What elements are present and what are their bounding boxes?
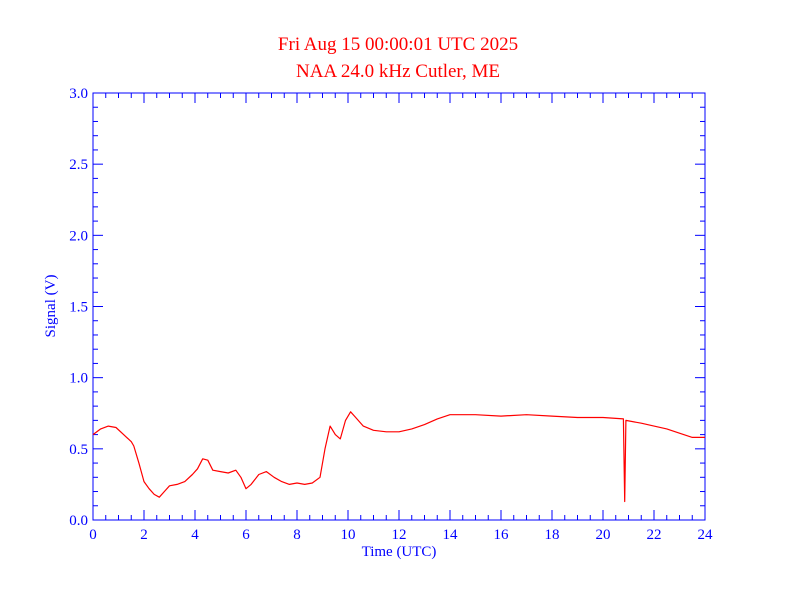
x-tick-label: 6 bbox=[242, 527, 250, 543]
x-tick-label: 24 bbox=[698, 527, 714, 543]
y-tick-label: 3.0 bbox=[69, 86, 88, 102]
x-axis-ticks bbox=[92, 93, 706, 520]
series-layer bbox=[92, 411, 705, 503]
chart-subtitle: NAA 24.0 kHz Cutler, ME bbox=[296, 61, 500, 82]
y-tick-label: 1.5 bbox=[69, 300, 88, 316]
x-axis-tick-labels: 0 2 4 6 8 10 12 14 16 18 20 22 24 bbox=[89, 527, 713, 543]
y-axis-ticks bbox=[93, 92, 705, 521]
x-tick-label: 2 bbox=[140, 527, 148, 543]
y-tick-label: 1.0 bbox=[69, 371, 88, 387]
y-tick-label: 2.0 bbox=[69, 228, 88, 244]
plot-frame bbox=[92, 92, 706, 521]
x-tick-label: 22 bbox=[647, 527, 662, 543]
chart-title: Fri Aug 15 00:00:01 UTC 2025 bbox=[278, 34, 518, 55]
x-tick-label: 10 bbox=[341, 527, 356, 543]
x-tick-label: 0 bbox=[89, 527, 97, 543]
x-tick-label: 8 bbox=[293, 527, 301, 543]
x-tick-label: 4 bbox=[191, 527, 199, 543]
y-tick-label: 0.0 bbox=[69, 513, 88, 529]
y-tick-label: 2.5 bbox=[69, 157, 88, 173]
y-tick-label: 0.5 bbox=[69, 442, 88, 458]
y-axis-tick-labels: 0.0 0.5 1.0 1.5 2.0 2.5 3.0 bbox=[69, 86, 88, 529]
x-axis-label: Time (UTC) bbox=[362, 544, 437, 560]
y-axis-label: Signal (V) bbox=[43, 275, 59, 338]
x-tick-label: 12 bbox=[392, 527, 407, 543]
x-tick-label: 14 bbox=[443, 527, 459, 543]
x-tick-label: 18 bbox=[545, 527, 560, 543]
x-tick-label: 20 bbox=[596, 527, 611, 543]
x-tick-label: 16 bbox=[494, 527, 510, 543]
signal-series-line bbox=[92, 411, 705, 503]
